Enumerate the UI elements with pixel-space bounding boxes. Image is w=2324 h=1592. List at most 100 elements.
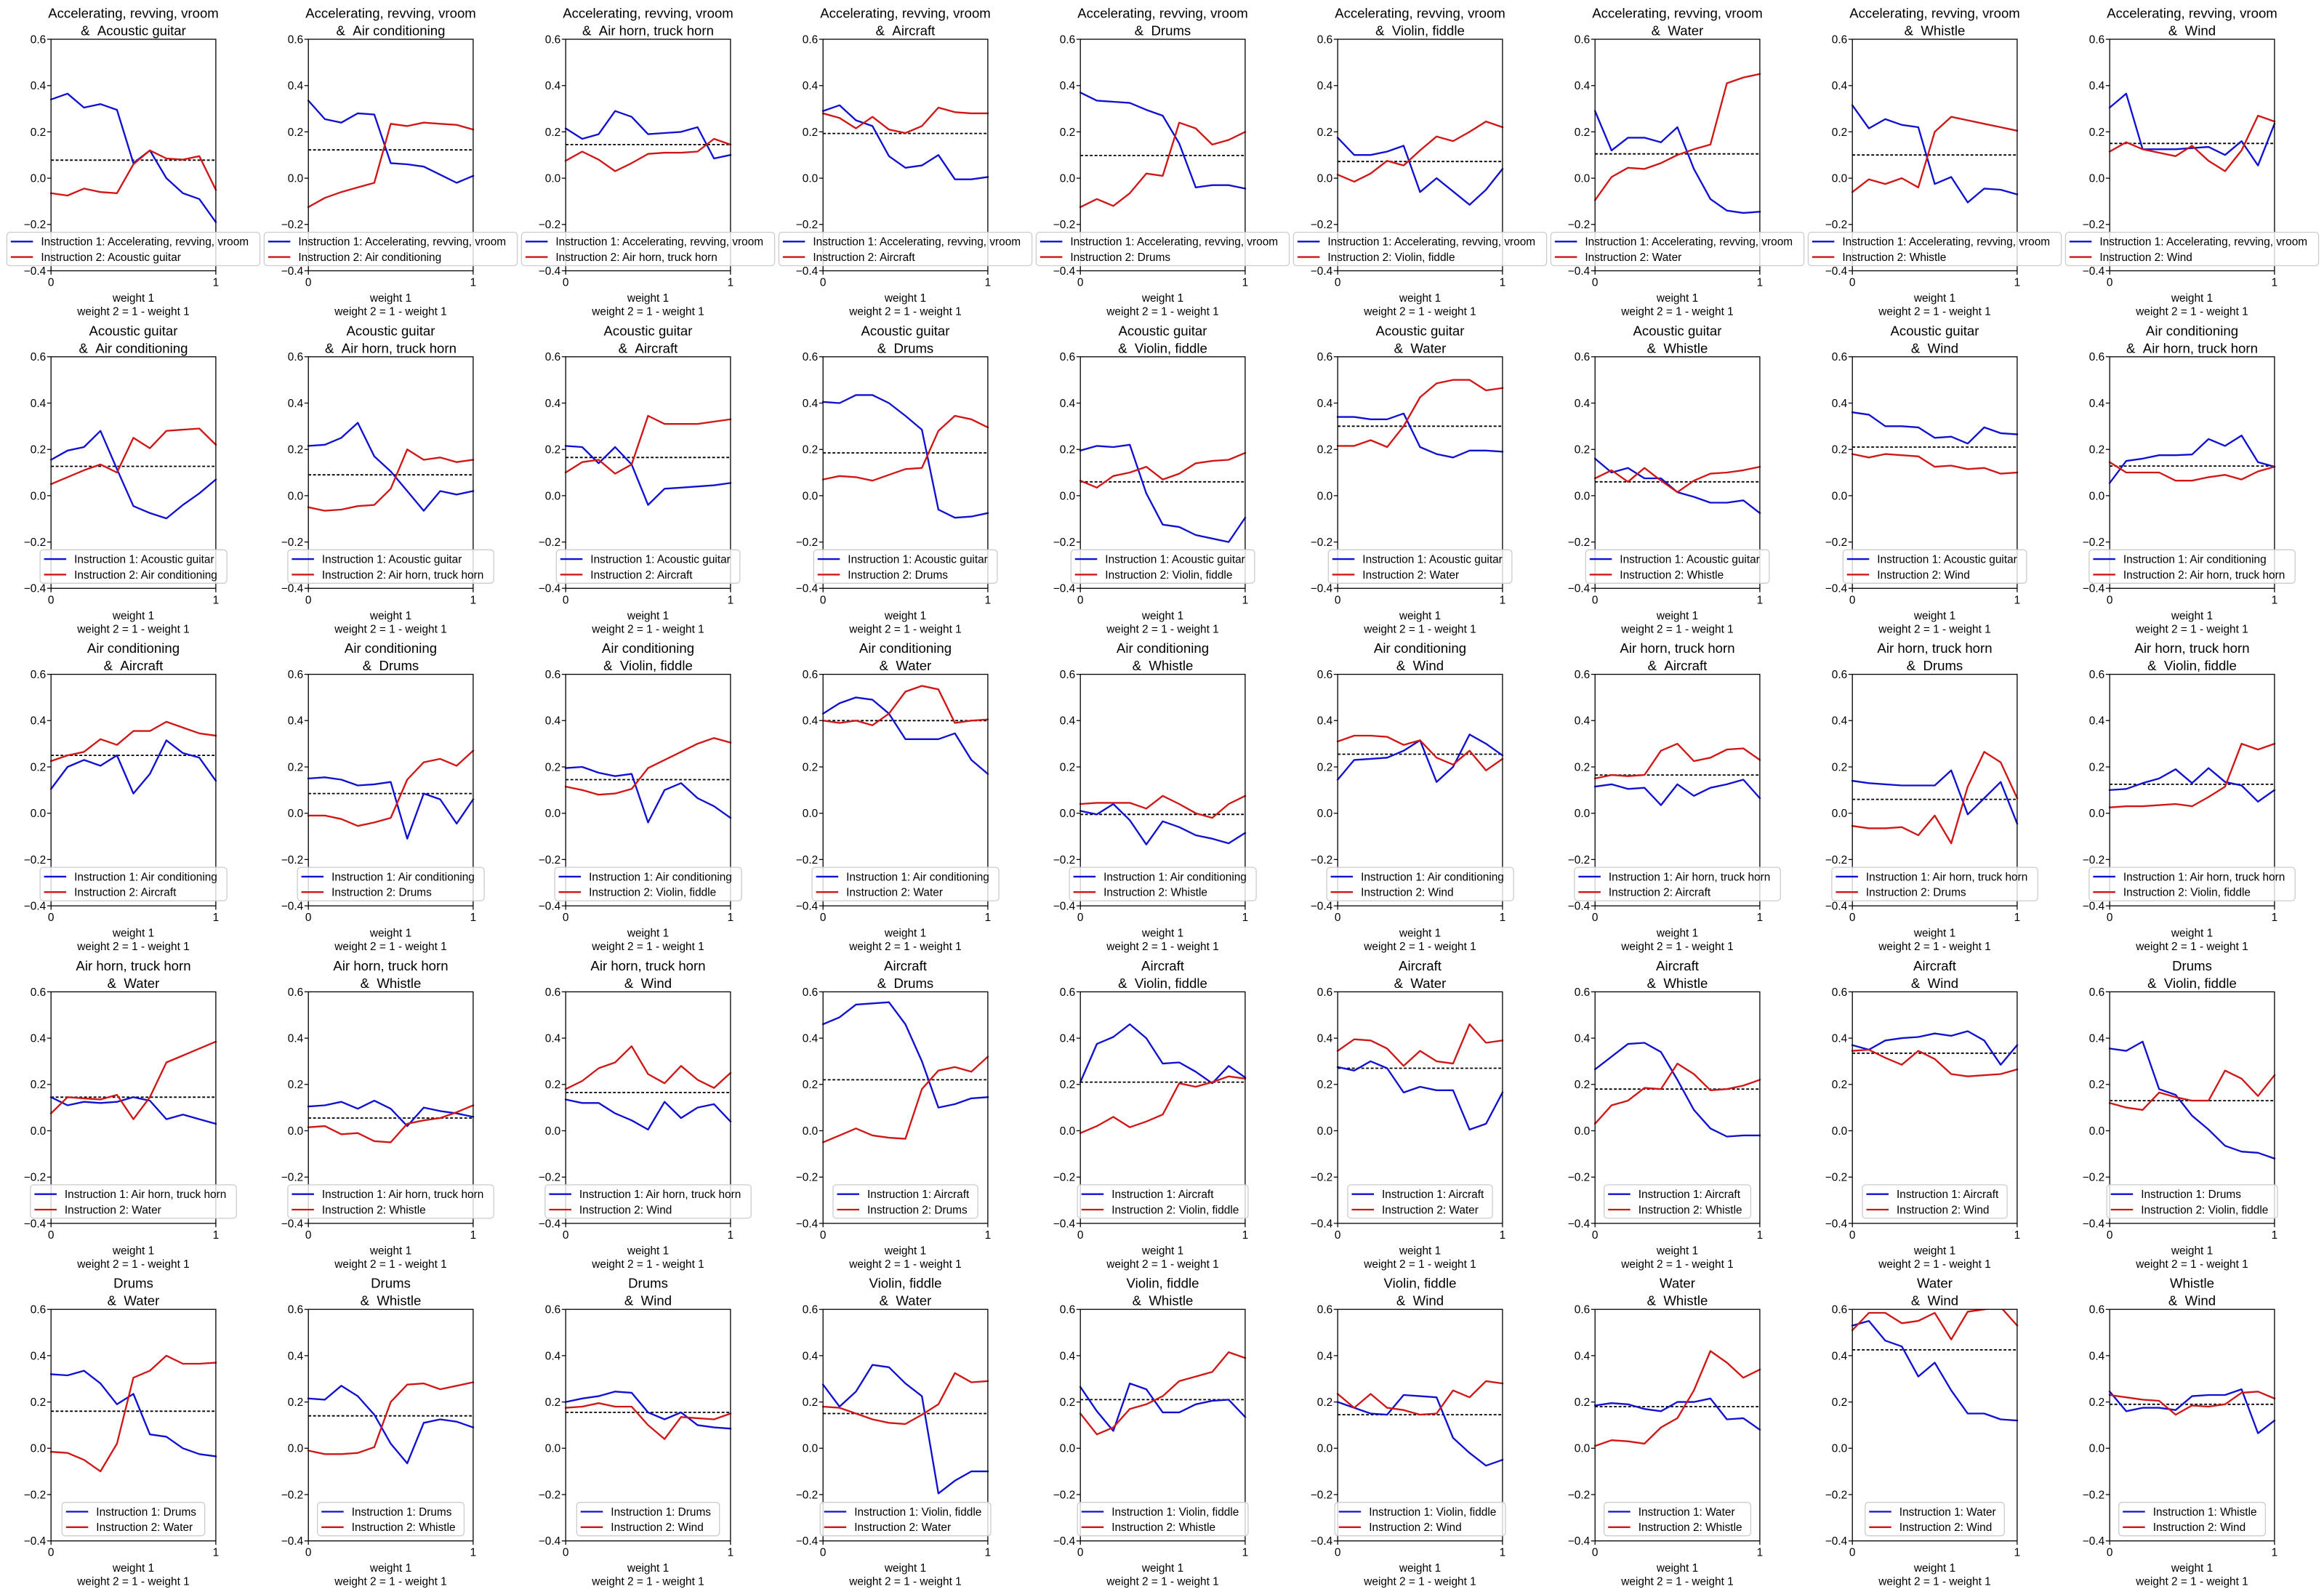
svg-text:weight 1: weight 1 <box>369 1562 411 1575</box>
svg-text:& Air horn, truck horn: & Air horn, truck horn <box>325 340 457 355</box>
svg-text:0: 0 <box>1335 1547 1341 1559</box>
svg-text:Instruction 2: Aircraft: Instruction 2: Aircraft <box>590 569 693 582</box>
svg-text:−0.4: −0.4 <box>539 265 561 278</box>
svg-text:−0.4: −0.4 <box>539 901 561 913</box>
svg-text:−0.2: −0.2 <box>2083 1172 2104 1184</box>
svg-text:0.0: 0.0 <box>288 1125 303 1138</box>
svg-text:Instruction 2: Wind: Instruction 2: Wind <box>579 1204 672 1216</box>
svg-text:& Water: & Water <box>108 1293 160 1308</box>
svg-text:weight 2 = 1 - weight 1: weight 2 = 1 - weight 1 <box>1363 941 1476 953</box>
svg-text:1: 1 <box>1242 594 1249 606</box>
svg-text:weight 1: weight 1 <box>112 1562 154 1575</box>
svg-text:weight 1: weight 1 <box>369 292 411 305</box>
svg-text:weight 1: weight 1 <box>884 1562 926 1575</box>
svg-text:0.6: 0.6 <box>1832 33 1847 46</box>
svg-text:& Violin, fiddle: & Violin, fiddle <box>603 658 693 673</box>
svg-text:& Wind: & Wind <box>1396 1293 1444 1308</box>
svg-text:−0.2: −0.2 <box>1568 219 1590 231</box>
svg-text:0: 0 <box>820 912 827 924</box>
svg-text:Instruction 2: Air conditionin: Instruction 2: Air conditioning <box>298 252 441 264</box>
svg-text:0.6: 0.6 <box>2089 669 2104 681</box>
svg-text:1: 1 <box>213 1229 220 1242</box>
svg-text:0.2: 0.2 <box>1832 444 1847 457</box>
svg-text:weight 2 = 1 - weight 1: weight 2 = 1 - weight 1 <box>1878 306 1990 318</box>
svg-text:0: 0 <box>1849 1547 1856 1559</box>
svg-text:0: 0 <box>2107 594 2113 606</box>
svg-text:0: 0 <box>305 1547 312 1559</box>
svg-text:1: 1 <box>2014 1229 2021 1242</box>
svg-text:& Aircraft: & Aircraft <box>619 340 678 355</box>
svg-text:0.0: 0.0 <box>2089 808 2104 820</box>
svg-text:weight 2 = 1 - weight 1: weight 2 = 1 - weight 1 <box>334 1576 446 1588</box>
svg-text:0.2: 0.2 <box>1317 1396 1332 1409</box>
svg-text:Instruction 2: Water: Instruction 2: Water <box>1382 1204 1479 1216</box>
svg-text:Drums: Drums <box>628 1276 668 1291</box>
svg-text:weight 2 = 1 - weight 1: weight 2 = 1 - weight 1 <box>1106 941 1218 953</box>
svg-text:0: 0 <box>1592 1229 1599 1242</box>
svg-text:weight 1: weight 1 <box>112 1245 154 1257</box>
svg-text:1: 1 <box>985 912 992 924</box>
svg-text:Instruction 1: Water: Instruction 1: Water <box>1639 1506 1735 1519</box>
svg-text:Instruction 1: Water: Instruction 1: Water <box>1899 1506 1996 1519</box>
svg-text:−0.4: −0.4 <box>24 1535 47 1548</box>
svg-text:0: 0 <box>1077 1229 1084 1242</box>
svg-text:0: 0 <box>1592 1547 1599 1559</box>
svg-text:Instruction 1: Aircraft: Instruction 1: Aircraft <box>1382 1189 1484 1201</box>
svg-text:0.4: 0.4 <box>1317 1033 1333 1045</box>
svg-text:−0.2: −0.2 <box>539 536 560 549</box>
svg-text:0.4: 0.4 <box>1317 80 1333 92</box>
svg-text:Instruction 2: Aircraft: Instruction 2: Aircraft <box>74 887 177 899</box>
svg-text:0.2: 0.2 <box>1317 761 1332 773</box>
svg-text:Instruction 1: Accelerating, r: Instruction 1: Accelerating, revving, vr… <box>1842 236 2050 249</box>
svg-text:0.0: 0.0 <box>288 1443 303 1455</box>
svg-text:weight 1: weight 1 <box>1913 1562 1955 1575</box>
svg-text:Instruction 1: Air conditionin: Instruction 1: Air conditioning <box>846 871 989 883</box>
svg-text:weight 1: weight 1 <box>369 928 411 940</box>
svg-text:−0.2: −0.2 <box>1825 219 1847 231</box>
svg-text:0.2: 0.2 <box>1317 1079 1332 1091</box>
svg-text:0.2: 0.2 <box>31 1396 46 1409</box>
svg-text:weight 1: weight 1 <box>884 292 926 305</box>
svg-text:0: 0 <box>2107 1229 2113 1242</box>
svg-text:Instruction 2: Drums: Instruction 2: Drums <box>1070 252 1170 264</box>
svg-text:& Water: & Water <box>880 658 932 673</box>
svg-text:Instruction 1: Violin, fiddle: Instruction 1: Violin, fiddle <box>854 1506 981 1519</box>
svg-text:Aircraft: Aircraft <box>1141 958 1185 973</box>
svg-text:Acoustic guitar: Acoustic guitar <box>1119 323 1207 338</box>
svg-text:1: 1 <box>2014 594 2021 606</box>
svg-text:1: 1 <box>2272 1229 2278 1242</box>
svg-text:−0.2: −0.2 <box>1568 1489 1590 1501</box>
svg-text:Acoustic guitar: Acoustic guitar <box>347 323 435 338</box>
svg-text:1: 1 <box>2014 1547 2021 1559</box>
svg-text:−0.4: −0.4 <box>796 265 819 278</box>
svg-text:0.6: 0.6 <box>1060 669 1075 681</box>
svg-text:0.2: 0.2 <box>545 444 560 457</box>
svg-text:0.4: 0.4 <box>31 715 47 728</box>
svg-text:0.6: 0.6 <box>545 669 560 681</box>
svg-text:−0.2: −0.2 <box>1053 536 1075 549</box>
svg-text:Instruction 1: Acoustic guitar: Instruction 1: Acoustic guitar <box>1362 554 1502 566</box>
svg-text:−0.4: −0.4 <box>1053 265 1076 278</box>
svg-text:& Whistle: & Whistle <box>1647 976 1708 991</box>
svg-text:0.2: 0.2 <box>288 1396 303 1409</box>
svg-text:& Wind: & Wind <box>2168 1293 2216 1308</box>
svg-text:−0.2: −0.2 <box>796 219 818 231</box>
svg-text:0.4: 0.4 <box>545 715 561 728</box>
svg-text:0.2: 0.2 <box>1832 126 1847 139</box>
svg-text:0.0: 0.0 <box>1575 490 1590 502</box>
svg-text:& Water: & Water <box>1394 340 1447 355</box>
svg-text:0: 0 <box>48 594 55 606</box>
svg-text:Air conditioning: Air conditioning <box>1374 640 1466 656</box>
svg-text:−0.4: −0.4 <box>539 1218 561 1230</box>
svg-text:& Wind: & Wind <box>1911 1293 1958 1308</box>
svg-text:0.4: 0.4 <box>2089 1350 2105 1362</box>
svg-text:weight 2 = 1 - weight 1: weight 2 = 1 - weight 1 <box>1106 623 1218 635</box>
svg-text:0.0: 0.0 <box>2089 1443 2104 1455</box>
svg-text:Air horn, truck horn: Air horn, truck horn <box>76 958 190 973</box>
svg-text:& Air conditioning: & Air conditioning <box>337 23 446 39</box>
svg-text:0.4: 0.4 <box>803 398 819 410</box>
svg-text:0.2: 0.2 <box>1832 1079 1847 1091</box>
svg-text:Aircraft: Aircraft <box>1399 958 1442 973</box>
svg-text:Instruction 1: Drums: Instruction 1: Drums <box>352 1506 452 1519</box>
svg-text:1: 1 <box>728 1229 734 1242</box>
